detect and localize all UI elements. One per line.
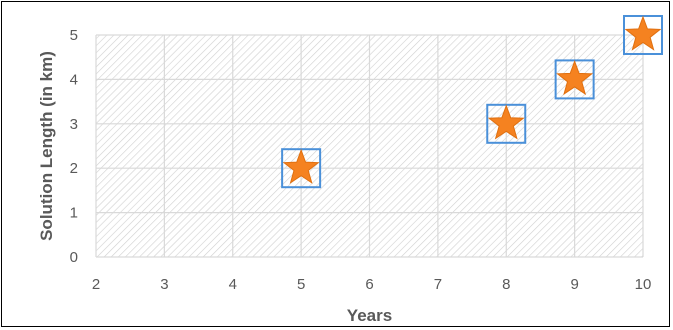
- x-tick-label: 6: [365, 276, 373, 293]
- y-tick-label: 0: [70, 249, 78, 266]
- star-marker: [282, 148, 320, 184]
- y-tick-label: 1: [70, 205, 78, 222]
- x-tick-label: 7: [434, 276, 442, 293]
- x-axis-title: Years: [347, 306, 392, 325]
- y-tick-labels: 0 1 2 3 4 5: [70, 27, 78, 266]
- y-tick-label: 4: [70, 71, 78, 88]
- x-tick-label: 8: [502, 276, 510, 293]
- y-tick-label: 5: [70, 27, 78, 44]
- y-tick-label: 3: [70, 116, 78, 133]
- y-tick-label: 2: [70, 160, 78, 177]
- data-points: [281, 15, 663, 189]
- data-point: [554, 59, 595, 100]
- data-point: [281, 148, 322, 189]
- gridlines: [95, 34, 644, 258]
- star-marker: [487, 104, 525, 140]
- x-tick-labels: 2 3 4 5 6 7 8 9 10: [92, 276, 652, 293]
- x-tick-label: 10: [635, 276, 652, 293]
- data-point: [486, 103, 527, 144]
- x-tick-label: 3: [160, 276, 168, 293]
- x-tick-label: 5: [297, 276, 305, 293]
- x-tick-label: 9: [570, 276, 578, 293]
- star-marker: [556, 59, 594, 96]
- data-point: [623, 15, 663, 55]
- x-tick-label: 2: [92, 276, 100, 293]
- star-marker: [624, 15, 662, 51]
- y-axis-title: Solution Length (in km): [37, 51, 56, 241]
- x-tick-label: 4: [229, 276, 237, 293]
